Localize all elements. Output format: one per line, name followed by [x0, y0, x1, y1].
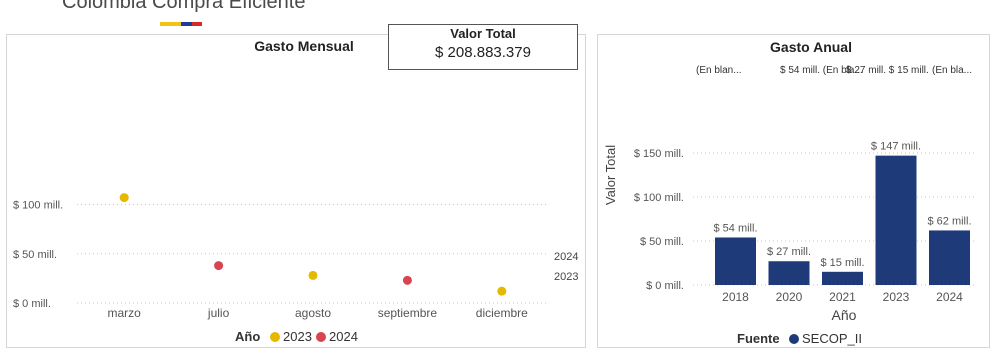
x-tick-label: 2023 [883, 290, 910, 304]
monthly-spend-chart-panel[interactable]: $ 0 mill. $ 50 mill. $ 100 mill. Gasto Men… [6, 34, 586, 348]
total-value-card: Valor Total $ 208.883.379 [388, 24, 578, 70]
top-summary-label: $ 27 mill. $ 15 mill. [846, 65, 929, 76]
brand-title: Colombia Compra Eficiente [62, 0, 306, 13]
data-label: $ 62 mill. [927, 215, 971, 227]
data-label: $ 15 mill. [820, 257, 864, 269]
legend-label-2024[interactable]: 2024 [329, 329, 358, 344]
y-tick-label: $ 150 mill. [634, 148, 684, 160]
legend-label-secop-ii[interactable]: SECOP_II [802, 331, 862, 346]
y-tick-label: $ 0 mill. [13, 298, 51, 310]
x-tick-label: julio [207, 306, 230, 320]
annotation-2023: 2023 [554, 271, 578, 283]
annotation-2024: 2024 [554, 251, 578, 263]
legend-marker-2023[interactable] [270, 332, 280, 342]
flag-stripe-yellow [160, 22, 181, 26]
x-tick-label: septiembre [378, 306, 438, 320]
data-label: $ 147 mill. [871, 141, 921, 153]
bar-2020[interactable] [768, 261, 810, 285]
colombia-flag-icon [160, 22, 202, 26]
flag-stripe-red [191, 22, 202, 26]
data-point-julio-2024[interactable] [214, 261, 224, 271]
x-axis-label: Año [832, 307, 857, 323]
annual-spend-chart-panel[interactable]: Gasto Anual (En blan... $ 54 mill. (En bl… [597, 34, 990, 348]
top-summary-label: (En bla... [932, 65, 972, 76]
x-tick-label: 2018 [722, 290, 749, 304]
y-tick-label: $ 50 mill. [640, 236, 684, 248]
flag-stripe-blue [181, 22, 192, 26]
card-title: Valor Total [450, 26, 516, 41]
x-tick-label: 2021 [829, 290, 856, 304]
y-tick-label: $ 100 mill. [634, 192, 684, 204]
legend: Fuente SECOP_II [737, 331, 862, 346]
data-point-marzo-2023[interactable] [119, 193, 129, 203]
bar-2023[interactable] [875, 155, 917, 285]
chart-title: Gasto Anual [770, 39, 852, 55]
data-label: $ 54 mill. [713, 222, 757, 234]
legend-title: Fuente [737, 331, 780, 346]
x-tick-label: diciembre [476, 306, 528, 320]
bar-2024[interactable] [929, 230, 970, 285]
data-point-agosto-2023[interactable] [308, 270, 318, 280]
y-axis-label: Valor Total [603, 145, 618, 205]
y-tick-label: $ 0 mill. [646, 280, 684, 292]
card-value: $ 208.883.379 [435, 44, 531, 61]
chart-title: Gasto Mensual [254, 38, 354, 54]
top-summary-label: (En blan... [696, 65, 742, 76]
legend-title: Año [235, 329, 260, 344]
y-tick-label: $ 50 mill. [13, 249, 57, 261]
data-label: $ 27 mill. [767, 246, 811, 258]
legend-marker-2024[interactable] [316, 332, 326, 342]
y-tick-label: $ 100 mill. [13, 200, 63, 212]
x-tick-label: marzo [108, 306, 142, 320]
monthly-spend-chart[interactable]: $ 0 mill. $ 50 mill. $ 100 mill. Gasto Men… [7, 35, 585, 347]
bar-2021[interactable] [822, 271, 863, 285]
x-tick-label: 2020 [776, 290, 803, 304]
legend: Año 2023 2024 [235, 329, 358, 344]
legend-label-2023[interactable]: 2023 [283, 329, 312, 344]
bar-2018[interactable] [715, 237, 756, 285]
data-point-septiembre-2024[interactable] [402, 275, 412, 285]
annual-spend-chart[interactable]: Gasto Anual (En blan... $ 54 mill. (En bl… [598, 35, 989, 347]
x-tick-label: agosto [295, 306, 331, 320]
x-tick-label: 2024 [936, 290, 963, 304]
top-summary-label: $ 54 mill. (En bla... [780, 65, 863, 76]
legend-marker-secop-ii[interactable] [789, 334, 799, 344]
data-point-diciembre-2023[interactable] [497, 286, 507, 296]
